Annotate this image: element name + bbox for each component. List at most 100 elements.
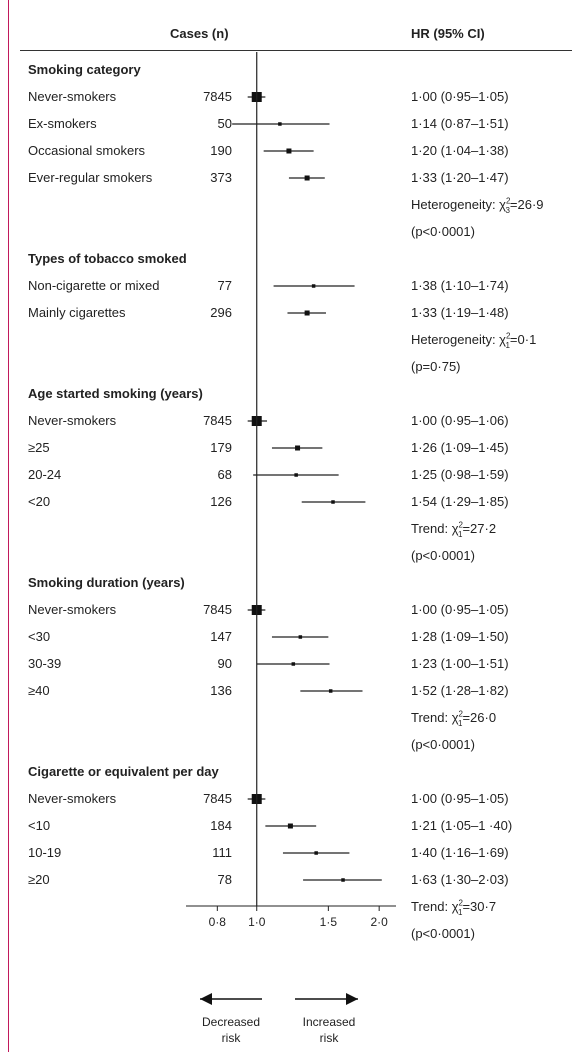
test-row: Trend: χ21=30·7 [0,893,572,920]
test-value: 0·1 [517,332,537,347]
test-name: Trend [411,899,445,914]
section-row: Cigarette or equivalent per day [0,758,572,785]
hr-ci-value: 1·38 (1·10–1·74) [411,278,509,293]
decreased-risk-line1: Decreased [201,1015,261,1029]
row-label: Never-smokers [28,791,117,806]
test-row: Heterogeneity: χ21=0·1 [0,326,572,353]
test-row: Trend: χ21=27·2 [0,515,572,542]
table-row: ≥20 78 1·63 (1·30–2·03) [0,866,572,893]
table-row: ≥25 179 1·26 (1·09–1·45) [0,434,572,461]
table-row: 30-39 90 1·23 (1·00–1·51) [0,650,572,677]
cases-value: 296 [210,305,232,320]
hr-point [291,662,296,666]
section-title: Cigarette or equivalent per day [28,764,219,779]
test-name: Trend [411,710,445,725]
decreased-arrow-head [200,993,212,1005]
row-label: Occasional smokers [28,143,146,158]
hr-point [328,689,333,693]
hr-point [294,473,298,477]
p-value: (p<0·0001) [411,224,475,239]
row-label: <10 [28,818,51,833]
row-label: Mainly cigarettes [28,305,126,320]
cases-value: 7845 [203,602,232,617]
p-value: (p<0·0001) [411,548,475,563]
table-row: Ever-regular smokers 373 1·33 (1·20–1·47) [0,164,572,191]
cases-value: 77 [217,278,232,293]
section-row: Smoking category [0,56,572,83]
test-row: Heterogeneity: χ23=26·9 [0,191,572,218]
row-label: 20-24 [28,467,62,482]
table-row: Mainly cigarettes 296 1·33 (1·19–1·48) [0,299,572,326]
test-name: Heterogeneity [411,332,492,347]
row-label: ≥20 [28,872,50,887]
row-label: ≥40 [28,683,50,698]
cases-value: 179 [210,440,232,455]
hr-ci-value: 1·52 (1·28–1·82) [411,683,509,698]
hr-point [278,122,282,126]
hr-point [331,500,335,504]
increased-arrow-head [346,993,358,1005]
row-label: <30 [28,629,51,644]
section-row: Types of tobacco smoked [0,245,572,272]
table-row: Never-smokers 7845 1·00 (0·95–1·05) [0,83,572,110]
cases-value: 7845 [203,791,232,806]
section-row: Age started smoking (years) [0,380,572,407]
increased-risk-label: Increased risk [284,1014,374,1046]
section-title: Smoking duration (years) [28,575,185,590]
hr-ci-value: 1·20 (1·04–1·38) [411,143,509,158]
p-value-row: (p<0·0001) [0,218,572,245]
hr-point [314,851,318,855]
row-label: Non-cigarette or mixed [28,278,160,293]
decreased-risk-line2: risk [221,1031,241,1045]
hr-point [304,175,310,181]
table-row: Never-smokers 7845 1·00 (0·95–1·05) [0,785,572,812]
hr-point [286,148,292,154]
hr-point [295,445,301,451]
increased-risk-line2: risk [319,1031,339,1045]
test-statistic: Trend: χ21=26·0 [411,709,497,728]
cases-value: 68 [217,467,232,482]
section-title: Smoking category [28,62,141,77]
cases-value: 126 [210,494,232,509]
table-row: Never-smokers 7845 1·00 (0·95–1·05) [0,596,572,623]
hr-ci-value: 1·23 (1·00–1·51) [411,656,509,671]
p-value-row: (p<0·0001) [0,920,572,947]
test-statistic: Heterogeneity: χ21=0·1 [411,331,537,350]
table-row: 10-19 111 1·40 (1·16–1·69) [0,839,572,866]
hr-ci-value: 1·26 (1·09–1·45) [411,440,509,455]
hr-ci-value: 1·54 (1·29–1·85) [411,494,509,509]
hr-ci-value: 1·00 (0·95–1·05) [411,89,509,104]
section-title: Types of tobacco smoked [28,251,187,266]
cases-value: 111 [212,845,232,860]
test-value: 27·2 [470,521,497,536]
hr-ci-value: 1·33 (1·19–1·48) [411,305,509,320]
table-row: ≥40 136 1·52 (1·28–1·82) [0,677,572,704]
hr-ci-value: 1·25 (0·98–1·59) [411,467,509,482]
test-name: Heterogeneity [411,197,492,212]
hr-ci-value: 1·00 (0·95–1·06) [411,413,509,428]
cases-value: 50 [217,116,232,131]
table-row: Occasional smokers 190 1·20 (1·04–1·38) [0,137,572,164]
test-df: 1 [505,340,510,350]
x-tick-label: 1·0 [248,915,266,929]
test-df: 1 [458,529,463,539]
row-label: <20 [28,494,51,509]
hr-ci-value: 1·00 (0·95–1·05) [411,791,509,806]
table-row: Never-smokers 7845 1·00 (0·95–1·06) [0,407,572,434]
hr-ci-value: 1·63 (1·30–2·03) [411,872,509,887]
table-row: <10 184 1·21 (1·05–1 ·40) [0,812,572,839]
cases-value: 7845 [203,89,232,104]
row-label: Ex-smokers [28,116,97,131]
test-statistic: Trend: χ21=27·2 [411,520,497,539]
cases-value: 136 [210,683,232,698]
hr-point [341,878,345,882]
table-row: Non-cigarette or mixed 77 1·38 (1·10–1·74) [0,272,572,299]
p-value: (p=0·75) [411,359,461,374]
p-value-row: (p=0·75) [0,353,572,380]
hr-point [298,635,303,639]
cases-value: 147 [210,629,232,644]
row-label: 30-39 [28,656,62,671]
hr-ci-value: 1·28 (1·09–1·50) [411,629,509,644]
table-row: Ex-smokers 50 1·14 (0·87–1·51) [0,110,572,137]
